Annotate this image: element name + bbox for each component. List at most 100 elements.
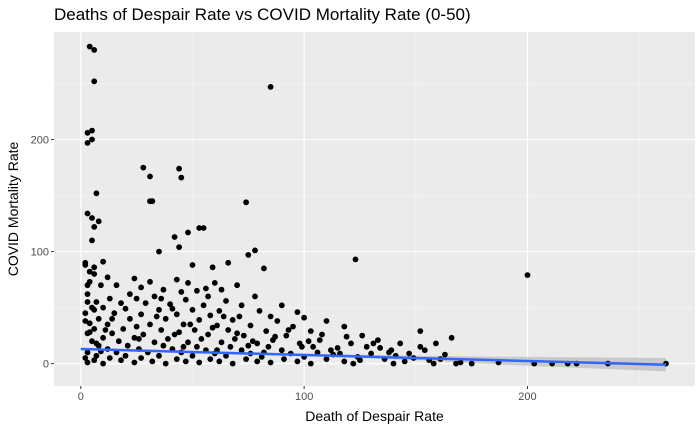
data-point <box>180 343 187 350</box>
data-point <box>216 308 223 314</box>
data-point <box>234 330 241 337</box>
y-axis-title: COVID Mortality Rate <box>5 141 21 276</box>
data-point <box>211 280 218 286</box>
data-point <box>278 302 285 309</box>
data-point <box>91 78 98 85</box>
data-point <box>307 360 314 367</box>
data-point <box>232 336 238 342</box>
data-point <box>357 357 363 364</box>
data-point <box>131 334 138 341</box>
data-point <box>156 248 162 255</box>
data-point <box>196 225 203 231</box>
points-layer <box>82 43 669 367</box>
data-point <box>89 237 95 244</box>
data-point <box>131 359 138 366</box>
data-point <box>109 315 115 322</box>
data-point <box>468 360 475 367</box>
data-point <box>375 337 381 343</box>
data-point <box>350 360 357 367</box>
data-point <box>91 357 98 364</box>
data-point <box>84 210 91 217</box>
data-point <box>258 354 265 360</box>
data-point <box>343 333 350 340</box>
data-point <box>82 355 89 361</box>
x-tick-label: 100 <box>295 391 313 403</box>
data-point <box>245 342 252 349</box>
data-point <box>453 360 459 367</box>
data-point <box>180 321 187 328</box>
data-point <box>185 280 191 286</box>
data-point <box>140 331 147 338</box>
data-point <box>86 43 93 50</box>
trend-line <box>80 347 666 366</box>
data-point <box>84 359 91 366</box>
data-point <box>120 326 127 332</box>
data-point <box>189 262 196 268</box>
data-point <box>307 328 314 334</box>
data-point <box>457 359 464 366</box>
data-point <box>122 352 129 359</box>
data-point <box>93 299 100 305</box>
data-point <box>173 276 180 283</box>
data-point <box>126 291 133 297</box>
data-point <box>363 343 370 350</box>
data-point <box>256 308 263 314</box>
data-point <box>386 349 392 356</box>
data-point <box>151 339 158 346</box>
data-point <box>207 312 214 319</box>
data-point <box>359 332 366 339</box>
data-point <box>86 278 93 285</box>
data-point <box>142 300 149 306</box>
data-point <box>185 229 191 236</box>
y-tick-label: 200 <box>31 135 49 147</box>
data-point <box>102 327 109 333</box>
chart-title: Deaths of Despair Rate vs COVID Mortalit… <box>54 5 471 24</box>
data-point <box>234 282 241 289</box>
data-point <box>169 305 176 312</box>
data-point <box>278 347 285 354</box>
data-point <box>160 286 167 293</box>
data-point <box>299 343 305 350</box>
data-point <box>417 343 424 350</box>
data-point <box>84 129 91 136</box>
data-point <box>147 321 153 328</box>
data-point <box>104 274 111 281</box>
data-point <box>91 271 98 277</box>
data-point <box>216 358 223 365</box>
data-point <box>185 339 191 346</box>
data-point <box>285 327 292 333</box>
data-point <box>207 356 214 362</box>
data-point <box>223 352 229 359</box>
data-point <box>196 317 203 323</box>
data-point <box>252 247 258 254</box>
data-point <box>100 334 106 341</box>
data-point <box>238 302 245 309</box>
data-point <box>165 336 171 342</box>
data-point <box>89 215 95 221</box>
data-point <box>133 323 140 330</box>
data-point <box>115 338 122 345</box>
data-point <box>370 340 377 347</box>
data-point <box>133 295 140 302</box>
data-point <box>319 331 325 338</box>
data-point <box>109 330 115 337</box>
data-point <box>334 345 341 351</box>
data-point <box>194 287 200 294</box>
data-point <box>274 318 281 324</box>
data-point <box>162 315 169 322</box>
data-point <box>290 323 296 330</box>
data-point <box>178 289 185 295</box>
data-point <box>91 224 98 230</box>
data-point <box>198 336 205 342</box>
data-point <box>261 265 267 272</box>
data-point <box>218 286 225 293</box>
data-point <box>223 298 229 304</box>
data-point <box>229 317 236 323</box>
data-point <box>158 295 165 302</box>
data-point <box>310 343 316 350</box>
data-point <box>252 293 258 300</box>
plot-panel <box>54 32 695 386</box>
data-point <box>433 340 439 347</box>
data-point <box>225 327 232 333</box>
data-point <box>245 252 252 258</box>
